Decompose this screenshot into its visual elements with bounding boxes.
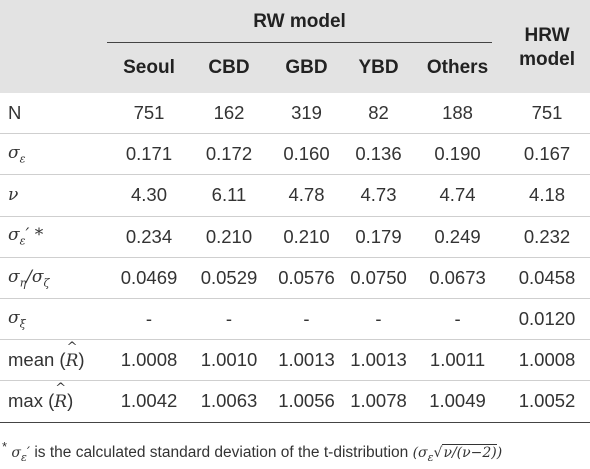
- header-row-columns: Seoul CBD GBD YBD Others: [0, 43, 590, 93]
- row-label-n: N: [0, 93, 107, 135]
- table-cell: 0.136: [346, 133, 411, 176]
- footnote-symbol: σε′: [11, 445, 31, 464]
- table-cell: 0.0673: [411, 257, 505, 299]
- row-label-sigma-ratio: ση/σζ: [0, 257, 107, 299]
- footnote-text: is the calculated standard deviation of …: [30, 444, 413, 461]
- row-label-max-r: max (R): [0, 380, 107, 423]
- col-header-others: Others: [411, 43, 505, 93]
- row-label-nu: ν: [0, 174, 107, 217]
- table-cell: 0.249: [411, 216, 505, 258]
- table-cell: 1.0008: [107, 339, 191, 382]
- table-row: σε′ * 0.234 0.210 0.210 0.179 0.249 0.23…: [0, 216, 590, 258]
- table-cell: 162: [191, 93, 267, 135]
- table-cell: 0.0469: [107, 257, 191, 299]
- table-cell: 0.232: [504, 216, 590, 258]
- header-row-group: RW model HRW model: [0, 0, 590, 93]
- table-row: mean (R) 1.0008 1.0010 1.0013 1.0013 1.0…: [0, 339, 590, 382]
- table-cell: -: [267, 298, 346, 341]
- table-cell: 6.11: [191, 174, 267, 217]
- table-cell: 0.0576: [267, 257, 346, 299]
- footnote-formula: (σε√ν/(ν−2)): [412, 444, 503, 464]
- table-row: N 751 162 319 82 188 751: [0, 93, 590, 135]
- table-cell: 319: [267, 93, 346, 135]
- footnote: * σε′ is the calculated standard deviati…: [2, 439, 503, 464]
- table-cell: 4.74: [411, 174, 505, 217]
- table-cell: 0.0458: [504, 257, 590, 299]
- results-table: RW model HRW model Seoul CBD GBD YBD Oth…: [0, 0, 590, 423]
- hrw-model-header: HRW model: [504, 0, 590, 93]
- table-cell: -: [346, 298, 411, 341]
- table-cell: -: [191, 298, 267, 341]
- table-row: σε 0.171 0.172 0.160 0.136 0.190 0.167: [0, 133, 590, 176]
- table-cell: 1.0056: [267, 380, 346, 423]
- table-cell: 0.167: [504, 133, 590, 176]
- table-cell: 4.73: [346, 174, 411, 217]
- table-cell: 0.210: [191, 216, 267, 258]
- row-label-sigma-epsilon-prime: σε′ *: [0, 216, 107, 258]
- table-cell: 0.179: [346, 216, 411, 258]
- col-header-cbd: CBD: [191, 43, 267, 93]
- table-cell: 0.0120: [504, 298, 590, 341]
- table-cell: 0.234: [107, 216, 191, 258]
- table-row: max (R) 1.0042 1.0063 1.0056 1.0078 1.00…: [0, 380, 590, 423]
- table-cell: 1.0011: [411, 339, 505, 382]
- table-cell: 4.30: [107, 174, 191, 217]
- table-row: ν 4.30 6.11 4.78 4.73 4.74 4.18: [0, 174, 590, 217]
- table-cell: 1.0063: [191, 380, 267, 423]
- table-cell: 0.172: [191, 133, 267, 176]
- row-label-sigma-xi: σξ: [0, 298, 107, 341]
- table-cell: -: [107, 298, 191, 341]
- table-cell: 1.0052: [504, 380, 590, 423]
- header-corner: [0, 0, 107, 43]
- table-cell: 0.160: [267, 133, 346, 176]
- table-cell: 188: [411, 93, 505, 135]
- table-cell: 0.171: [107, 133, 191, 176]
- header-corner-2: [0, 43, 107, 93]
- table-cell: 1.0042: [107, 380, 191, 423]
- table-cell: 1.0013: [346, 339, 411, 382]
- table-cell: 1.0008: [504, 339, 590, 382]
- table-cell: 0.190: [411, 133, 505, 176]
- table-cell: 751: [504, 93, 590, 135]
- table-cell: 1.0010: [191, 339, 267, 382]
- table-cell: 0.0750: [346, 257, 411, 299]
- table-cell: 1.0078: [346, 380, 411, 423]
- table-row: ση/σζ 0.0469 0.0529 0.0576 0.0750 0.0673…: [0, 257, 590, 299]
- table-cell: 1.0049: [411, 380, 505, 423]
- table-cell: -: [411, 298, 505, 341]
- col-header-seoul: Seoul: [107, 43, 191, 93]
- table-cell: 751: [107, 93, 191, 135]
- row-label-sigma-epsilon: σε: [0, 133, 107, 176]
- table-cell: 0.0529: [191, 257, 267, 299]
- col-header-gbd: GBD: [267, 43, 346, 93]
- rw-model-underline: [107, 42, 493, 43]
- table-cell: 4.18: [504, 174, 590, 217]
- table-cell: 4.78: [267, 174, 346, 217]
- table-cell: 82: [346, 93, 411, 135]
- table-row: σξ - - - - - 0.0120: [0, 298, 590, 341]
- row-label-mean-r: mean (R): [0, 339, 107, 382]
- rw-model-header: RW model: [107, 0, 505, 43]
- table-cell: 1.0013: [267, 339, 346, 382]
- col-header-ybd: YBD: [346, 43, 411, 93]
- table-cell: 0.210: [267, 216, 346, 258]
